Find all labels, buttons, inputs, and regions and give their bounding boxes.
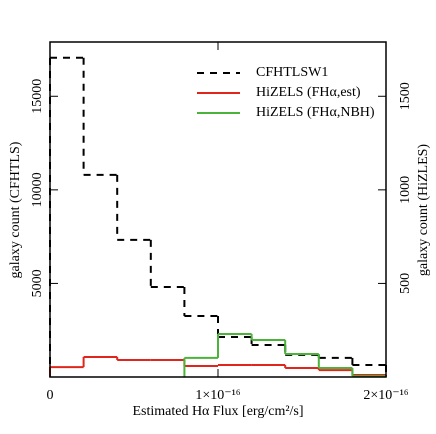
y-axis-title: galaxy count (CFHTLS) bbox=[8, 141, 23, 278]
y2-tick-label: 1500 bbox=[398, 82, 413, 110]
y-tick-label: 10000 bbox=[30, 172, 45, 207]
legend-label: HiZELS (FHα,NBH) bbox=[256, 105, 375, 120]
plot-frame bbox=[49, 41, 387, 378]
y2-tick-label: 1000 bbox=[398, 176, 413, 204]
y2-tick-label: 500 bbox=[398, 273, 413, 294]
x-tick-label: 2×10⁻¹⁶ bbox=[363, 388, 408, 403]
legend-label: CFHTLSW1 bbox=[256, 65, 328, 80]
y-tick-label: 15000 bbox=[30, 79, 45, 114]
legend-label: HiZELS (FHα,est) bbox=[256, 85, 361, 100]
x-axis-title: Estimated Hα Flux [erg/cm²/s] bbox=[132, 404, 303, 419]
x-tick-label: 1×10⁻¹⁶ bbox=[195, 388, 240, 403]
y2-axis-title: galaxy count (HiZLES) bbox=[416, 144, 431, 277]
y-tick-label: 5000 bbox=[30, 269, 45, 297]
x-tick-label: 0 bbox=[47, 388, 54, 403]
